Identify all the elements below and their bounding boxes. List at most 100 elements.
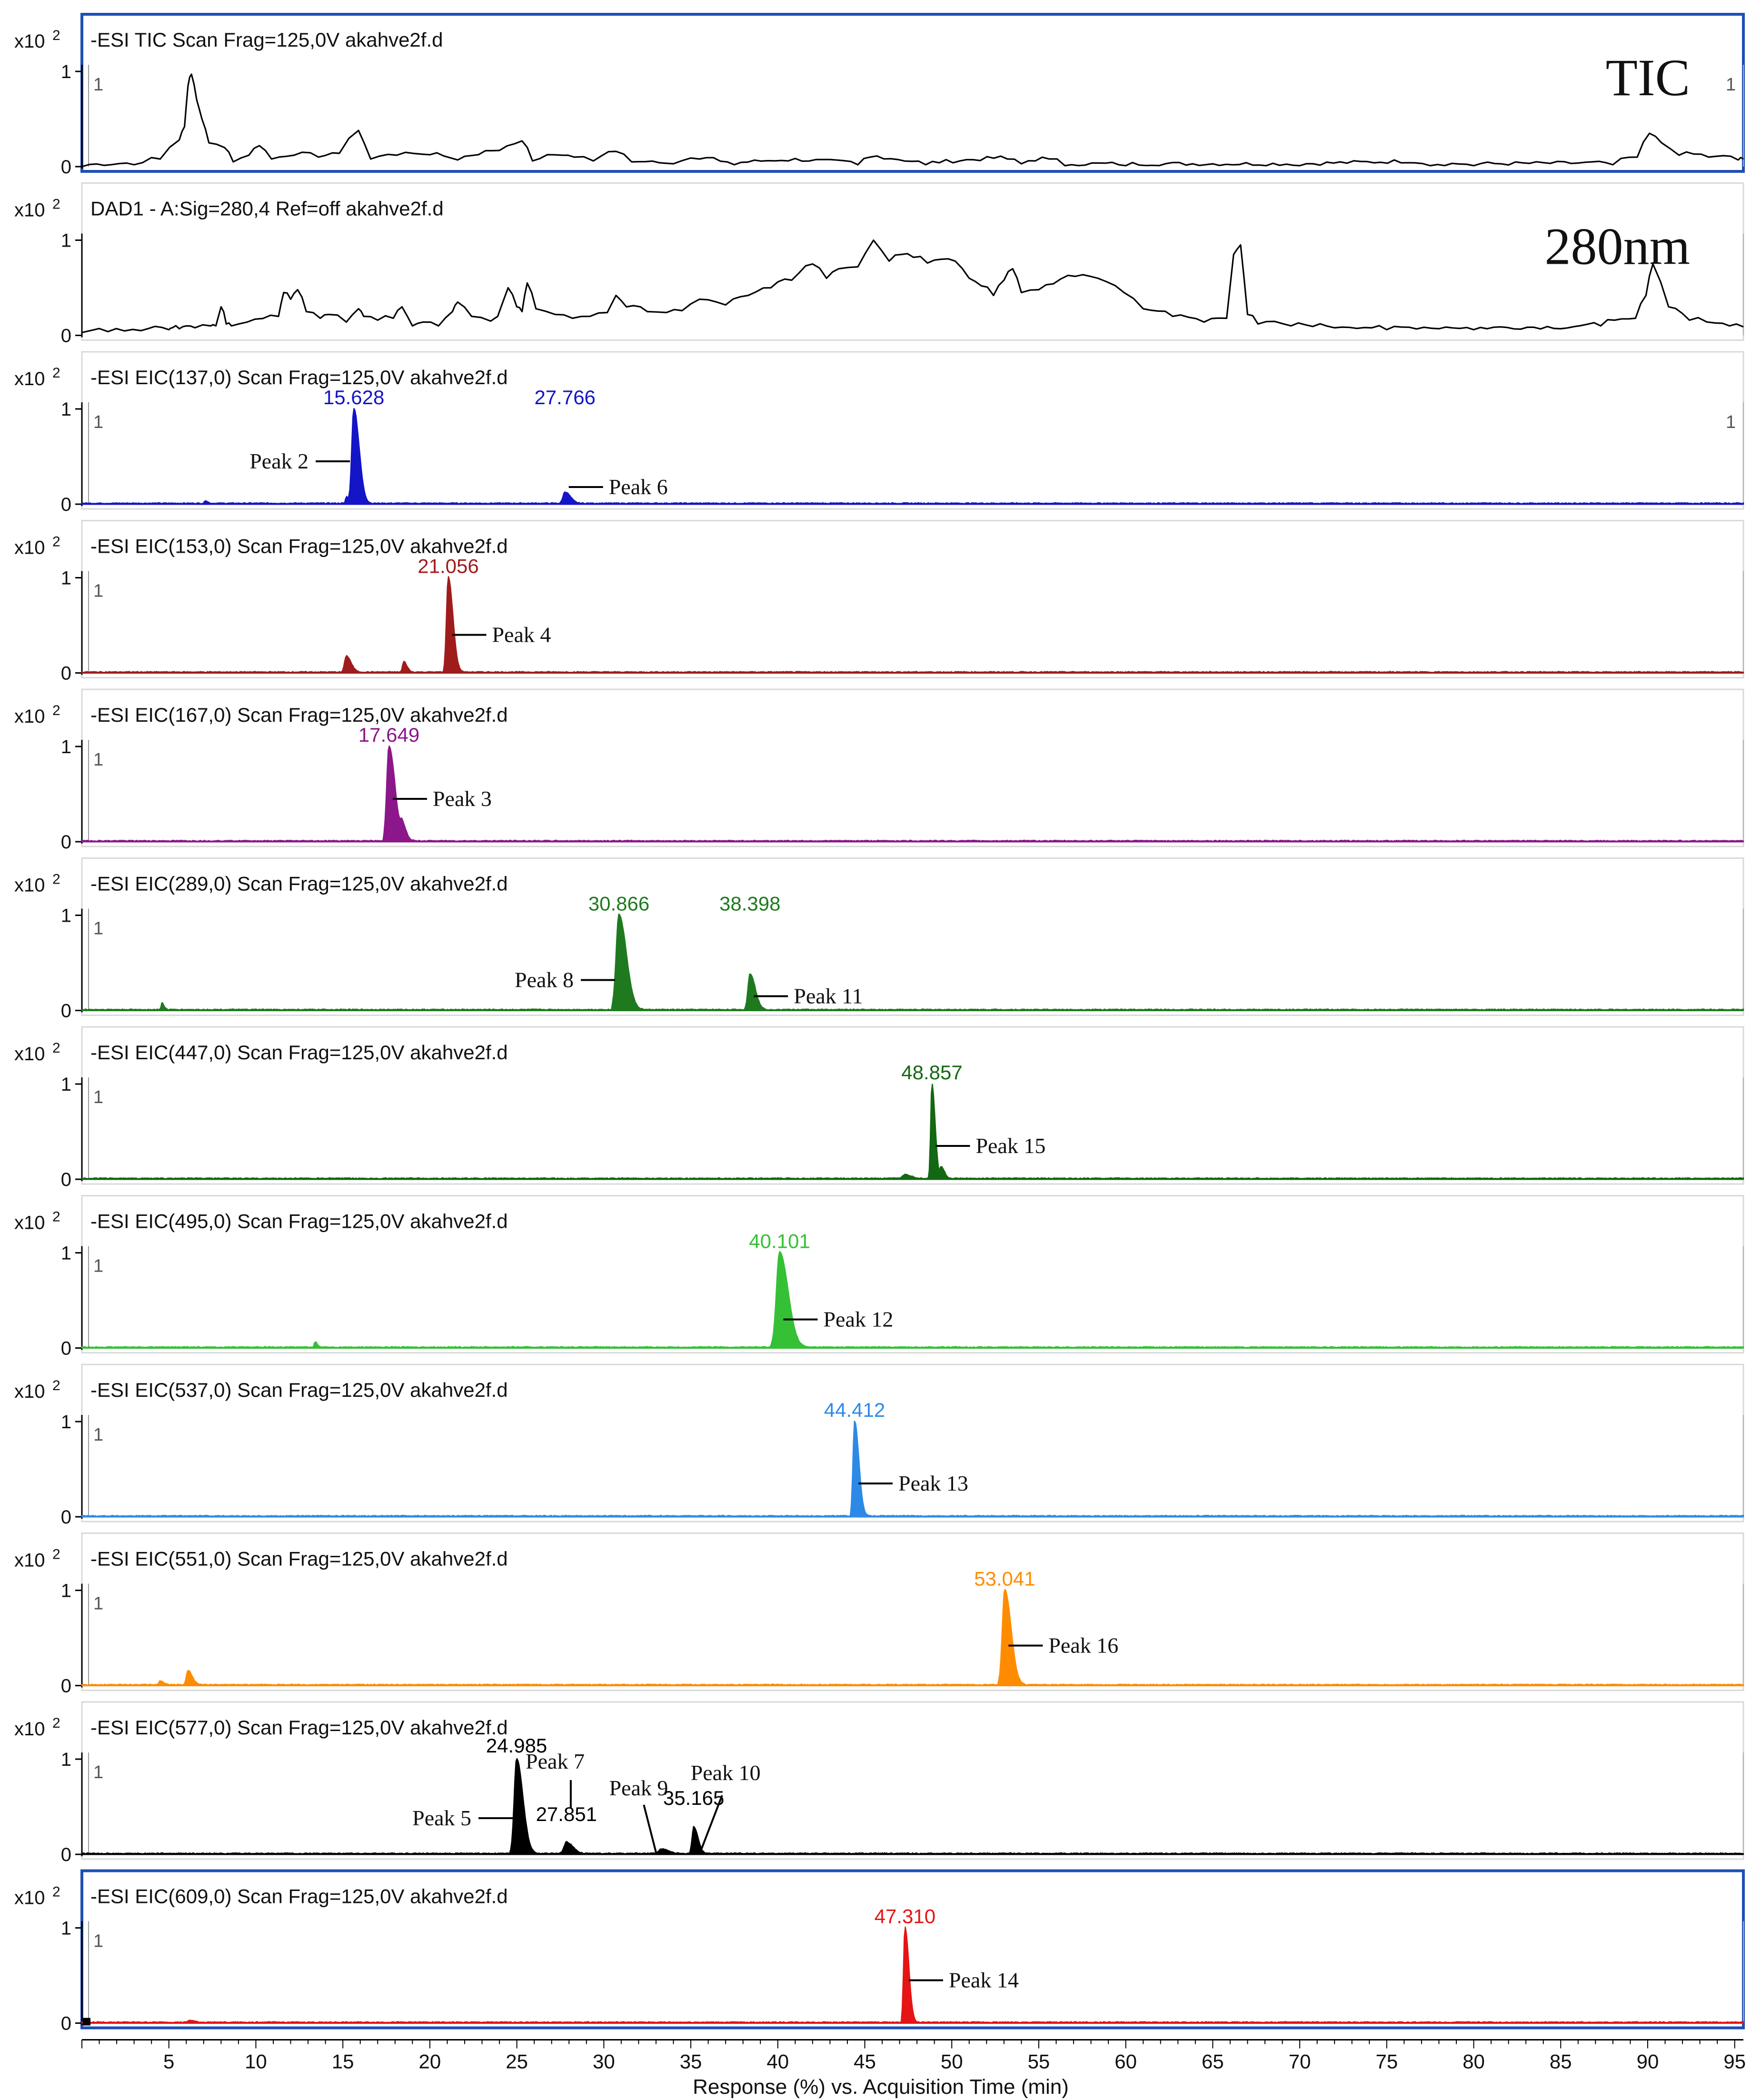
peak-value-label: 27.766	[534, 386, 595, 408]
x-tick-label: 35	[680, 2050, 702, 2073]
peak-value-label: 17.649	[358, 724, 419, 746]
peak-name-label: Peak 9	[609, 1776, 668, 1800]
trace-area	[81, 1420, 1744, 1518]
trace-line	[81, 239, 1744, 334]
corner-mark: 1	[93, 919, 103, 939]
trace-area	[81, 1758, 1744, 1855]
peak-name-label: Peak 16	[1048, 1633, 1118, 1658]
chart-panels: 1 0 x10 2 -ESI TIC Scan Frag=125,0V akahve2f…	[14, 13, 1745, 2034]
x-tick-label: 55	[1028, 2050, 1050, 2073]
peak-value-label: 15.628	[323, 386, 384, 408]
x-tick-label: 80	[1463, 2050, 1485, 2073]
x-tick-label: 40	[766, 2050, 789, 2073]
panel-10: 1 0 x10 2 -ESI EIC(551,0) Scan Frag=125,0V a…	[14, 1533, 1744, 1697]
corner-mark: 1	[1726, 75, 1736, 95]
peak-value-label: 44.412	[824, 1399, 885, 1421]
peak-value-label: 47.310	[875, 1905, 935, 1928]
trace-area	[81, 1589, 1744, 1686]
x-axis-title: Response (%) vs. Acquisition Time (min)	[693, 2075, 1069, 2099]
y-tick-label: 0	[61, 1507, 71, 1528]
y-exponent-sup: 2	[52, 1209, 60, 1225]
peak-value-label: 40.101	[749, 1230, 810, 1253]
peak-name-label: Peak 3	[433, 786, 492, 811]
y-exponent-label: x10	[14, 875, 45, 896]
panel-title: DAD1 - A:Sig=280,4 Ref=off akahve2f.d	[90, 198, 444, 220]
peak-name-label: Peak 7	[526, 1749, 585, 1773]
peak-leader-line	[700, 1795, 723, 1850]
corner-mark: 1	[93, 1256, 103, 1276]
x-tick-label: 10	[245, 2050, 267, 2073]
y-exponent-label: x10	[14, 1381, 45, 1402]
peak-name-label: Peak 2	[249, 449, 308, 473]
corner-mark: 1	[93, 1087, 103, 1107]
panel-title: -ESI EIC(551,0) Scan Frag=125,0V akahve2…	[90, 1548, 508, 1570]
peak-name-label: Peak 4	[492, 623, 551, 647]
panel-1: 1 0 x10 2 -ESI TIC Scan Frag=125,0V akahve2f…	[14, 13, 1745, 178]
y-exponent-label: x10	[14, 1550, 45, 1571]
panel-11: 1 0 x10 2 -ESI EIC(577,0) Scan Frag=125,0V a…	[14, 1701, 1744, 1865]
peak-value-label: 27.851	[536, 1803, 597, 1825]
x-tick-label: 20	[419, 2050, 441, 2073]
trace-area	[81, 1926, 1744, 2024]
y-exponent-sup: 2	[52, 365, 60, 381]
y-tick-label: 1	[61, 736, 71, 757]
x-tick-label: 75	[1375, 2050, 1398, 2073]
peak-name-label: Peak 12	[823, 1307, 893, 1332]
corner-mark: 1	[93, 750, 103, 770]
panel-title: -ESI EIC(495,0) Scan Frag=125,0V akahve2…	[90, 1210, 508, 1233]
y-exponent-sup: 2	[52, 1547, 60, 1563]
y-exponent-sup: 2	[52, 534, 60, 550]
panel-title: -ESI EIC(153,0) Scan Frag=125,0V akahve2…	[90, 535, 508, 557]
trace-area	[81, 745, 1744, 843]
y-tick-label: 1	[61, 399, 71, 420]
y-exponent-sup: 2	[52, 197, 60, 212]
x-tick-label: 85	[1550, 2050, 1572, 2073]
x-tick-label: 30	[593, 2050, 615, 2073]
y-exponent-sup: 2	[52, 872, 60, 887]
x-tick-label: 15	[332, 2050, 354, 2073]
peak-value-label: 30.866	[588, 893, 649, 915]
y-tick-label: 1	[61, 230, 71, 251]
trace-line	[81, 73, 1744, 168]
y-tick-label: 1	[61, 1243, 71, 1264]
panel-6: 1 0 x10 2 -ESI EIC(289,0) Scan Frag=125,0V a…	[14, 857, 1744, 1022]
peak-name-label: Peak 14	[949, 1968, 1019, 1992]
trace-area	[81, 913, 1744, 1011]
y-tick-label: 0	[61, 1001, 71, 1022]
y-exponent-label: x10	[14, 1044, 45, 1065]
x-tick-label: 90	[1637, 2050, 1659, 2073]
panel-title: -ESI EIC(577,0) Scan Frag=125,0V akahve2…	[90, 1716, 508, 1739]
y-exponent-label: x10	[14, 1213, 45, 1234]
corner-mark: 1	[1726, 412, 1736, 432]
x-tick-label: 50	[941, 2050, 963, 2073]
panel-title: -ESI EIC(609,0) Scan Frag=125,0V akahve2…	[90, 1885, 508, 1908]
y-tick-label: 1	[61, 1581, 71, 1602]
panel-title: -ESI EIC(537,0) Scan Frag=125,0V akahve2…	[90, 1379, 508, 1401]
peak-value-label: 21.056	[418, 555, 478, 577]
y-tick-label: 1	[61, 1412, 71, 1433]
trace-label: TIC	[1606, 49, 1690, 107]
peak-name-label: Peak 6	[609, 475, 668, 499]
y-exponent-sup: 2	[52, 28, 60, 43]
origin-marker	[83, 2018, 90, 2026]
y-tick-label: 0	[61, 1676, 71, 1697]
x-tick-label: 60	[1114, 2050, 1137, 2073]
y-exponent-label: x10	[14, 537, 45, 558]
panel-5: 1 0 x10 2 -ESI EIC(167,0) Scan Frag=125,0V a…	[14, 688, 1744, 853]
y-exponent-label: x10	[14, 706, 45, 727]
panel-8: 1 0 x10 2 -ESI EIC(495,0) Scan Frag=125,0V a…	[14, 1195, 1744, 1359]
trace-area	[81, 1251, 1744, 1349]
y-exponent-label: x10	[14, 1888, 45, 1909]
peak-value-label: 24.985	[486, 1734, 547, 1757]
peak-value-label: 48.857	[901, 1061, 962, 1084]
y-exponent-sup: 2	[52, 1040, 60, 1056]
y-tick-label: 0	[61, 832, 71, 853]
peak-name-label: Peak 8	[515, 968, 574, 992]
panel-4: 1 0 x10 2 -ESI EIC(153,0) Scan Frag=125,0V a…	[14, 520, 1744, 684]
y-tick-label: 0	[61, 1169, 71, 1190]
peak-name-label: Peak 10	[691, 1761, 761, 1785]
x-axis: 5 10 15 20 25 30 35 40 45 50 55 60 65 70 75 80 85 90 95	[81, 2018, 1746, 2073]
panel-title: -ESI EIC(289,0) Scan Frag=125,0V akahve2…	[90, 873, 508, 895]
corner-mark: 1	[93, 1425, 103, 1445]
